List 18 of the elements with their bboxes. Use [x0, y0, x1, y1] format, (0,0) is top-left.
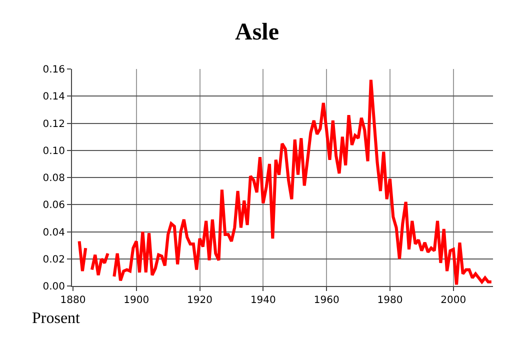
y-tick-label: 0.04 [42, 227, 65, 238]
x-tick-label: 1880 [60, 295, 86, 306]
y-tick-label: 0.10 [42, 146, 65, 157]
y-tick-label: 0.12 [42, 118, 65, 130]
x-tick-label: 1900 [124, 295, 150, 306]
y-tick-label: 0.06 [42, 200, 65, 212]
y-tick-label: 0.00 [42, 282, 65, 292]
y-tick-label: 0.08 [42, 173, 65, 184]
x-tick-label: 1980 [377, 295, 403, 306]
y-tick-label: 0.16 [42, 64, 65, 76]
y-tick-label: 0.02 [42, 254, 65, 266]
x-tick-label: 1920 [187, 295, 212, 306]
x-tick-label: 1940 [250, 295, 276, 306]
y-tick-label: 0.14 [42, 92, 65, 103]
text: Prosent [32, 310, 81, 327]
x-tick-label: 2000 [440, 295, 466, 306]
chart-title: Asle [235, 19, 280, 46]
x-tick-label: 1960 [314, 295, 340, 306]
